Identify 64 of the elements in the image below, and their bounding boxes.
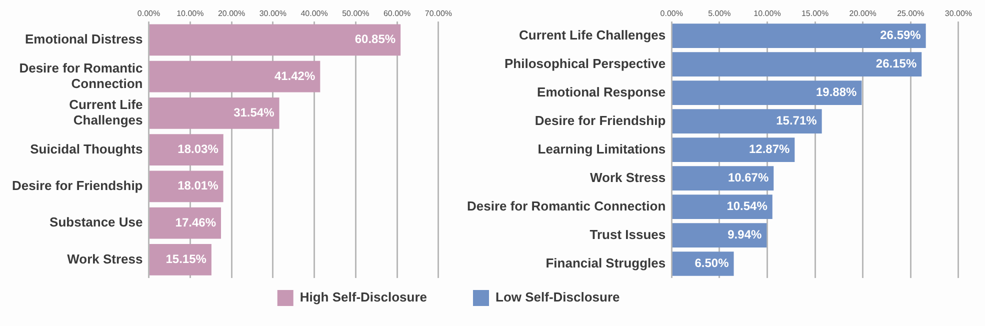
data-label: 19.88% <box>816 85 858 100</box>
y-tick-label: Learning Limitations <box>538 141 666 156</box>
x-tick-label: 20.00% <box>849 9 876 18</box>
bar <box>672 24 926 48</box>
y-tick-label: Desire for Friendship <box>12 178 143 194</box>
y-tick-label: Substance Use <box>50 214 143 230</box>
y-tick-label: Philosophical Perspective <box>504 56 666 71</box>
data-label: 12.87% <box>748 142 790 156</box>
x-tick-label: 5.00% <box>708 9 731 18</box>
data-label: 10.54% <box>726 199 768 214</box>
data-label: 6.50% <box>694 256 730 270</box>
bar <box>672 109 822 134</box>
bar <box>150 170 224 202</box>
bar <box>150 98 280 129</box>
bar <box>672 138 795 162</box>
data-label: 41.42% <box>274 68 316 83</box>
data-label: 26.15% <box>876 56 917 71</box>
data-label: 15.71% <box>776 114 818 128</box>
data-label: 18.03% <box>178 142 219 156</box>
y-tick-label: Desire for Friendship <box>534 112 666 128</box>
y-tick-label: Current Life Challenges <box>69 96 143 128</box>
data-label: 17.46% <box>175 215 216 230</box>
y-tick-label: Desire for Romantic Connection <box>466 198 666 214</box>
x-tick-label: 40.00% <box>300 9 328 18</box>
bar <box>672 52 922 77</box>
x-tick-label: 60.00% <box>383 9 411 18</box>
x-tick-label: 30.00% <box>944 9 972 18</box>
y-tick-label: Current Life Challenges <box>518 27 666 42</box>
data-label: 18.01% <box>178 178 219 193</box>
x-tick-label: 50.00% <box>342 9 370 18</box>
x-tick-label: 10.00% <box>754 9 781 18</box>
bar <box>672 194 772 219</box>
bar <box>150 134 224 166</box>
x-tick-label: 70.00% <box>424 9 452 18</box>
y-tick-label: Financial Struggles <box>546 255 666 270</box>
x-tick-label: 30.00% <box>259 9 286 18</box>
x-tick-label: 10.00% <box>176 9 204 18</box>
x-tick-label: 25.00% <box>897 9 924 18</box>
bar <box>150 244 212 276</box>
data-label: 31.54% <box>234 105 275 120</box>
data-label: 9.94% <box>728 228 762 242</box>
y-tick-label: Trust Issues <box>590 226 666 242</box>
data-label: 60.85% <box>354 32 396 46</box>
bar <box>150 24 401 56</box>
y-tick-label: Emotional Response <box>537 84 666 100</box>
bar <box>672 223 767 248</box>
y-tick-label: Work Stress <box>67 251 143 266</box>
y-tick-label: Work Stress <box>590 170 666 185</box>
x-tick-label: 15.00% <box>801 9 829 18</box>
bar <box>672 80 862 105</box>
bar <box>150 207 222 239</box>
data-label: 26.59% <box>880 28 922 42</box>
data-label: 10.67% <box>728 170 769 185</box>
legend-label: Low Self-Disclosure <box>496 290 620 305</box>
x-tick-label: 0.00% <box>137 9 160 18</box>
data-label: 15.15% <box>166 252 207 266</box>
y-tick-label: Suicidal Thoughts <box>30 141 143 156</box>
legend-label: High Self-Disclosure <box>300 290 428 305</box>
x-tick-label: 20.00% <box>218 9 246 18</box>
y-tick-label: Emotional Distress <box>24 31 143 46</box>
bar <box>150 60 320 92</box>
bar <box>672 166 774 190</box>
y-tick-label: Desire for Romantic Connection <box>19 60 143 91</box>
x-tick-label: 0.00% <box>660 9 683 18</box>
